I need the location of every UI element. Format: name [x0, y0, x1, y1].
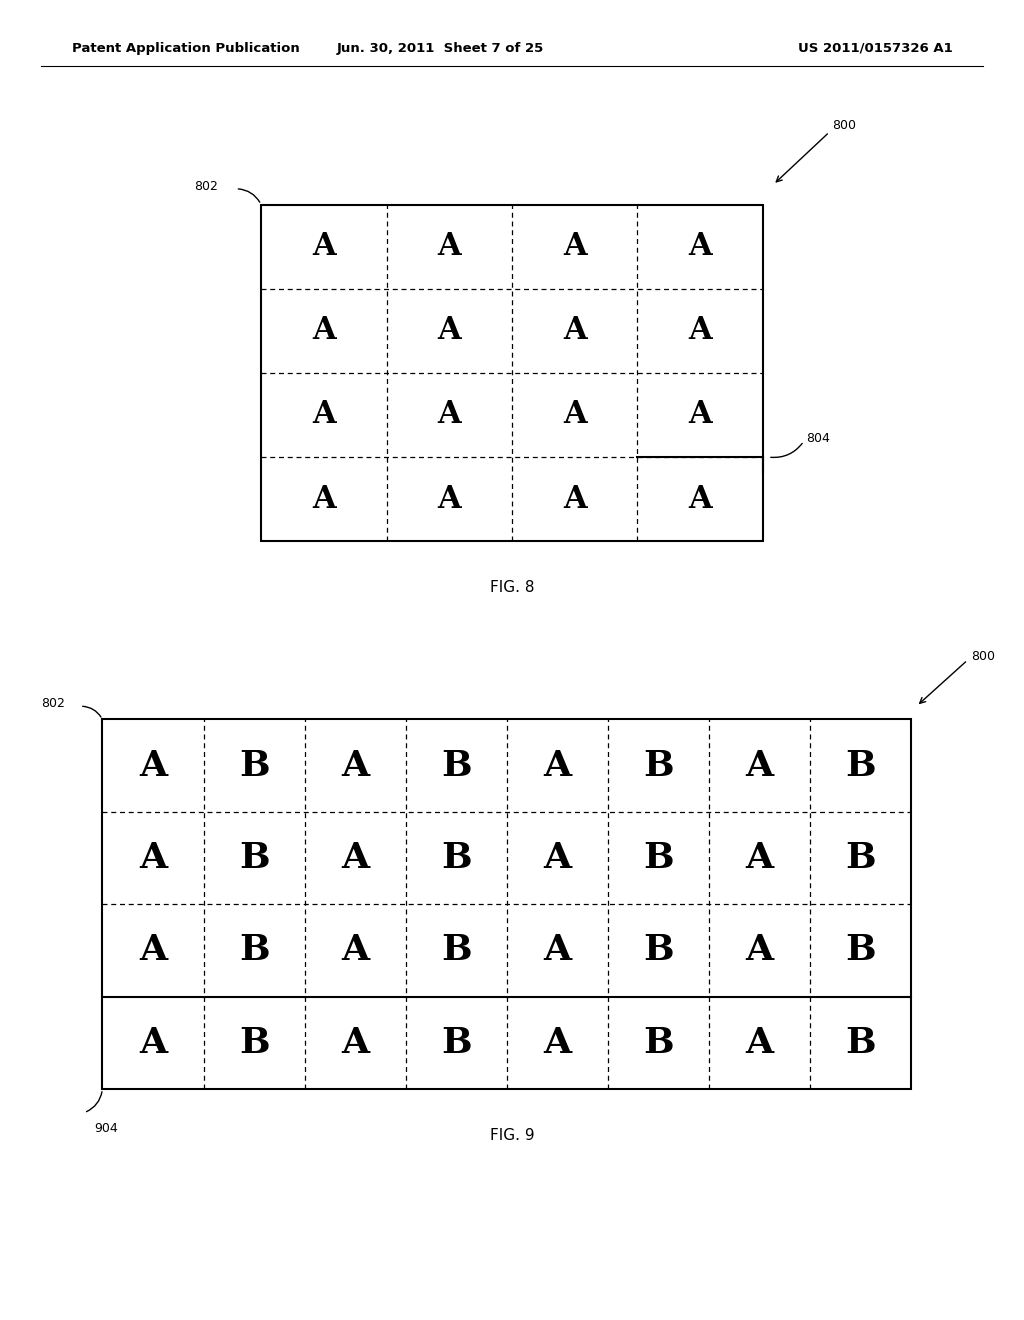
Text: A: A	[563, 315, 587, 346]
Text: B: B	[846, 1026, 877, 1060]
Text: A: A	[341, 841, 370, 875]
Text: A: A	[139, 933, 167, 968]
Text: B: B	[441, 841, 472, 875]
Text: 800: 800	[971, 649, 994, 663]
Text: A: A	[745, 933, 774, 968]
Text: A: A	[544, 748, 571, 783]
Text: A: A	[437, 400, 461, 430]
Text: A: A	[544, 1026, 571, 1060]
Text: A: A	[745, 841, 774, 875]
Bar	[102, 719, 911, 1089]
Text: B: B	[239, 841, 269, 875]
Bar	[261, 205, 763, 541]
Text: A: A	[341, 1026, 370, 1060]
Text: B: B	[239, 748, 269, 783]
Text: B: B	[441, 748, 472, 783]
Text: A: A	[563, 483, 587, 515]
Text: A: A	[544, 841, 571, 875]
Text: A: A	[688, 315, 712, 346]
Text: B: B	[441, 933, 472, 968]
Text: A: A	[139, 748, 167, 783]
Text: B: B	[643, 933, 674, 968]
Text: 802: 802	[41, 697, 65, 710]
Text: A: A	[341, 933, 370, 968]
Text: A: A	[312, 231, 336, 263]
Text: A: A	[312, 400, 336, 430]
Text: A: A	[745, 1026, 774, 1060]
Text: 904: 904	[94, 1122, 118, 1135]
Text: 800: 800	[833, 119, 856, 132]
Text: B: B	[643, 841, 674, 875]
Text: B: B	[846, 933, 877, 968]
Text: A: A	[312, 483, 336, 515]
Text: A: A	[139, 1026, 167, 1060]
Text: FIG. 9: FIG. 9	[489, 1127, 535, 1143]
Text: B: B	[643, 1026, 674, 1060]
Text: B: B	[846, 748, 877, 783]
Text: B: B	[239, 1026, 269, 1060]
Text: US 2011/0157326 A1: US 2011/0157326 A1	[798, 42, 952, 54]
Text: Jun. 30, 2011  Sheet 7 of 25: Jun. 30, 2011 Sheet 7 of 25	[337, 42, 544, 54]
Text: A: A	[544, 933, 571, 968]
Text: B: B	[846, 841, 877, 875]
Text: 804: 804	[806, 432, 829, 445]
Text: A: A	[745, 748, 774, 783]
Text: Patent Application Publication: Patent Application Publication	[72, 42, 299, 54]
Text: FIG. 8: FIG. 8	[489, 579, 535, 595]
Text: A: A	[563, 231, 587, 263]
Text: A: A	[437, 483, 461, 515]
Text: B: B	[441, 1026, 472, 1060]
Text: 802: 802	[195, 180, 218, 193]
Text: A: A	[688, 483, 712, 515]
Text: A: A	[437, 315, 461, 346]
Text: A: A	[312, 315, 336, 346]
Text: B: B	[239, 933, 269, 968]
Text: B: B	[643, 748, 674, 783]
Text: A: A	[688, 400, 712, 430]
Text: A: A	[688, 231, 712, 263]
Text: A: A	[563, 400, 587, 430]
Text: A: A	[139, 841, 167, 875]
Text: A: A	[341, 748, 370, 783]
Text: A: A	[437, 231, 461, 263]
